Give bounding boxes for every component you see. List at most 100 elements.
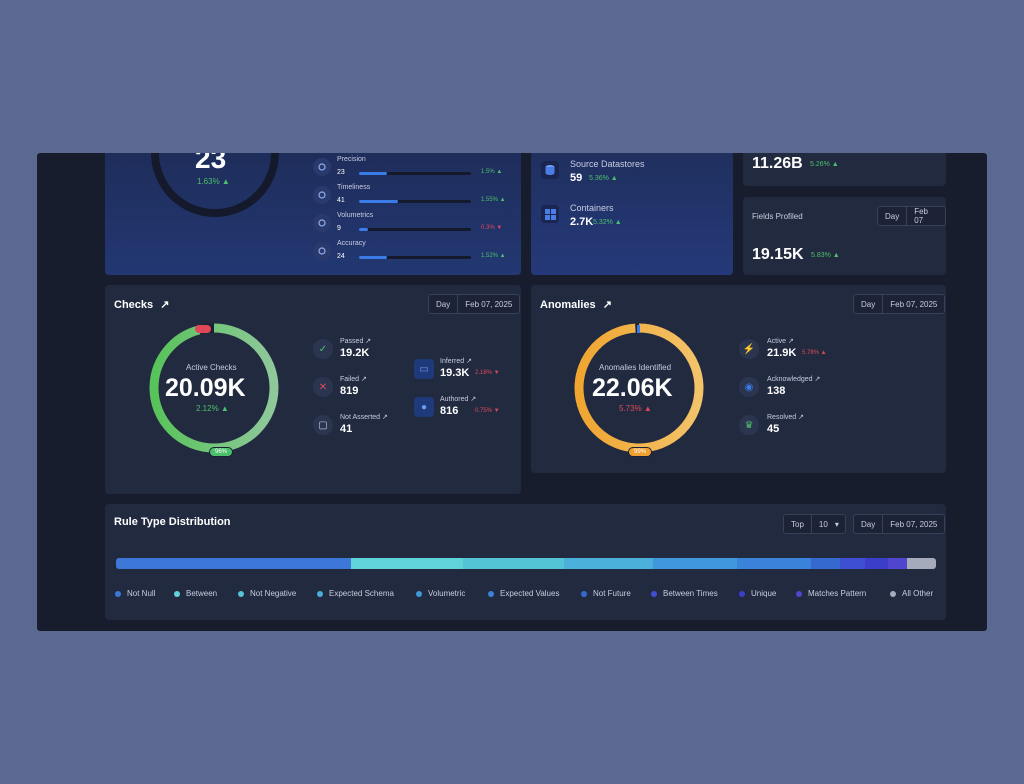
checks-card: Checks ↗ Day Feb 07, 2025 Active Checks … xyxy=(105,285,521,494)
checks-title[interactable]: Checks ↗ xyxy=(114,298,169,311)
check-stat-label: Authored ↗ xyxy=(440,396,477,403)
rule-segment-between-times[interactable] xyxy=(840,558,865,569)
legend-dot xyxy=(739,590,745,597)
legend-item-between[interactable]: Between xyxy=(174,589,217,598)
legend-label: Expected Values xyxy=(500,589,560,598)
score-ring xyxy=(151,153,279,217)
fields-date-picker[interactable]: Day Feb 07 xyxy=(877,206,946,226)
containers-value: 2.7K xyxy=(570,216,594,228)
check-stat-change: 2.18% ▼ xyxy=(475,370,500,376)
fields-profiled-change: 5.83% ▲ xyxy=(811,252,840,259)
dimension-change: 0.3% ▼ xyxy=(481,225,503,231)
eye-icon: ◉ xyxy=(739,377,759,397)
rule-segment-between[interactable] xyxy=(351,558,463,569)
rule-segment-expected-values[interactable] xyxy=(737,558,811,569)
top-n-select[interactable]: Top 10 ▾ xyxy=(783,514,846,534)
dimension-label: Precision xyxy=(337,156,366,163)
legend-item-volumetric[interactable]: Volumetric xyxy=(416,589,465,598)
dimension-progress xyxy=(359,200,471,203)
external-link-icon: ↗ xyxy=(602,299,612,311)
rule-segment-not-null[interactable] xyxy=(116,558,351,569)
anomalies-identified-label: Anomalies Identified xyxy=(599,363,672,372)
legend-dot xyxy=(488,590,494,597)
database-icon xyxy=(541,161,559,179)
source-datastores-change: 5.36% ▲ xyxy=(589,175,618,182)
note-icon: ▢ xyxy=(313,415,333,435)
checks-date-picker[interactable]: Day Feb 07, 2025 xyxy=(428,294,521,314)
rule-segment-volumetric[interactable] xyxy=(653,558,737,569)
rule-segment-not-negative[interactable] xyxy=(463,558,564,569)
score-change: 1.63% ▲ xyxy=(197,177,230,186)
legend-dot xyxy=(317,590,323,597)
check-stat-label: Inferred ↗ xyxy=(440,358,472,365)
legend-dot xyxy=(796,590,802,597)
dimension-progress-fill xyxy=(359,172,387,175)
active-checks-badge: 96% xyxy=(209,447,234,457)
legend-item-not-negative[interactable]: Not Negative xyxy=(238,589,296,598)
records-value: 11.26B xyxy=(752,155,803,172)
anomalies-badge: 99% xyxy=(628,447,653,457)
rule-segment-not-future[interactable] xyxy=(811,558,840,569)
anomalies-title-text: Anomalies xyxy=(540,299,596,311)
rule-segment-all-other[interactable] xyxy=(907,558,936,569)
legend-label: Not Future xyxy=(593,589,631,598)
dimension-label: Timeliness xyxy=(337,184,371,191)
anomaly-stat-value: 21.9K xyxy=(767,347,797,359)
monitor-icon: ▭ xyxy=(414,359,434,379)
fields-profiled-card: Fields Profiled Day Feb 07 19.15K 5.83% … xyxy=(743,197,946,275)
anomaly-stat-label: Resolved ↗ xyxy=(767,414,804,421)
top-value: 10 xyxy=(818,519,828,529)
legend-item-between-times[interactable]: Between Times xyxy=(651,589,718,598)
legend-item-not-null[interactable]: Not Null xyxy=(115,589,155,598)
legend-label: All Other xyxy=(902,589,934,598)
anomalies-title[interactable]: Anomalies ↗ xyxy=(540,298,612,311)
legend-item-unique[interactable]: Unique xyxy=(739,589,776,598)
legend-item-matches-pattern[interactable]: Matches Pattern xyxy=(796,589,866,598)
legend-dot xyxy=(581,590,587,597)
anomalies-date: Feb 07, 2025 xyxy=(890,299,938,309)
rule-segment-matches-pattern[interactable] xyxy=(888,558,907,569)
fields-profiled-value: 19.15K xyxy=(752,246,804,263)
check-stat-value: 19.3K xyxy=(440,367,470,379)
dimension-value: 9 xyxy=(337,225,341,232)
legend-item-expected-schema[interactable]: Expected Schema xyxy=(317,589,394,598)
check-stat-label: Failed ↗ xyxy=(340,376,367,383)
legend-label: Unique xyxy=(751,589,777,598)
fields-profiled-label: Fields Profiled xyxy=(752,212,803,221)
dimension-value: 24 xyxy=(337,253,345,260)
legend-dot xyxy=(890,590,896,597)
containers-change: 5.32% ▲ xyxy=(593,219,622,226)
dimension-change: 1.52% ▲ xyxy=(481,253,506,259)
records-change: 5.26% ▲ xyxy=(810,161,839,168)
external-link-icon: ↗ xyxy=(160,299,170,311)
check-stat-value: 819 xyxy=(340,385,359,397)
rule-segment-unique[interactable] xyxy=(865,558,888,569)
fields-date: Feb 07 xyxy=(914,207,928,225)
dimension-label: Accuracy xyxy=(337,240,366,247)
x-icon: ✕ xyxy=(313,377,333,397)
legend-item-expected-values[interactable]: Expected Values xyxy=(488,589,559,598)
legend-item-all-other[interactable]: All Other xyxy=(890,589,933,598)
anomalies-date-picker[interactable]: Day Feb 07, 2025 xyxy=(853,294,946,314)
anomaly-stat-value: 138 xyxy=(767,385,786,397)
dimension-change: 1.5% ▲ xyxy=(481,169,503,175)
dimension-change: 1.55% ▲ xyxy=(481,197,506,203)
legend-label: Between xyxy=(186,589,218,598)
legend-dot xyxy=(416,590,422,597)
anomaly-stat-change: 5.78% ▲ xyxy=(802,350,827,356)
legend-item-not-future[interactable]: Not Future xyxy=(581,589,631,598)
legend-label: Between Times xyxy=(663,589,718,598)
dimension-target-icon xyxy=(313,158,331,176)
legend-dot xyxy=(174,590,180,597)
dimension-cubes-icon xyxy=(313,214,331,232)
trophy-icon: ♛ xyxy=(739,415,759,435)
dimension-crosshair-icon xyxy=(313,242,331,260)
containers-label: Containers xyxy=(570,203,614,213)
top-label: Top xyxy=(791,519,804,529)
anomaly-stat-label: Active ↗ xyxy=(767,338,794,345)
legend-label: Matches Pattern xyxy=(808,589,867,598)
rules-date-picker[interactable]: Day Feb 07, 2025 xyxy=(853,514,946,534)
rule-segment-expected-schema[interactable] xyxy=(564,558,653,569)
dimension-progress-fill xyxy=(359,256,387,259)
user-icon: ● xyxy=(414,397,434,417)
